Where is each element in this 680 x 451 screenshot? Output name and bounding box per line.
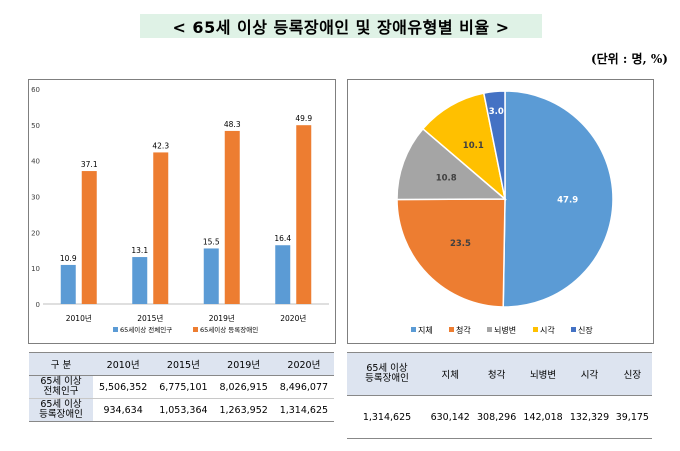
pie-slice — [396, 127, 508, 201]
data-label: 37.1 — [81, 160, 98, 169]
table-cell: 132,329 — [566, 395, 613, 439]
legend-swatch — [113, 327, 118, 332]
table-cell: 142,018 — [519, 395, 567, 439]
table-header-cell: 시각 — [566, 352, 613, 396]
row-header-line: 전체인구 — [43, 386, 79, 397]
legend-label: 시각 — [540, 325, 555, 335]
legend-swatch — [449, 327, 454, 332]
table-cell: 8,026,915 — [213, 375, 274, 399]
table-header-cell: 청각 — [473, 352, 520, 396]
row-header: 65세 이상 전체인구 — [29, 375, 93, 399]
bar-chart-panel: 0 10 20 30 40 50 60 2010년 10.9 37.1 2015년 13.1 42.3 2… — [28, 79, 336, 344]
table-cell: 39,175 — [612, 395, 652, 439]
bar — [60, 264, 76, 304]
table-cell: 630,142 — [427, 395, 474, 439]
pie-value-label: 23.5 — [450, 239, 471, 249]
y-tick-label: 50 — [31, 122, 40, 130]
table-cell: 308,296 — [473, 395, 520, 439]
legend-label: 뇌병변 — [494, 325, 516, 335]
legend-swatch — [533, 327, 538, 332]
pie-slice — [421, 92, 507, 201]
pie-chart: 47.9 23.5 10.8 10.1 3.0 지체 청각 뇌병변 시각 신장 — [396, 90, 614, 335]
pie-value-label: 47.9 — [557, 196, 578, 206]
legend-swatch — [487, 327, 492, 332]
row-header-line: 등록장애인 — [39, 409, 83, 420]
legend-swatch — [411, 327, 416, 332]
table-header-row: 65세 이상 등록장애인 지체 청각 뇌병변 시각 신장 — [347, 352, 652, 396]
table-cell: 1,314,625 — [347, 395, 427, 439]
page-title: < 65세 이상 등록장애인 및 장애유형별 비율 > — [140, 14, 542, 38]
bar — [132, 257, 148, 304]
table-header-cell: 뇌병변 — [519, 352, 567, 396]
header-line: 등록장애인 — [365, 373, 409, 384]
data-label: 48.3 — [224, 120, 241, 129]
table-header-cell: 2010년 — [93, 352, 154, 376]
bar — [81, 171, 97, 304]
unit-label: (단위 : 명, %) — [590, 52, 668, 66]
bar — [296, 125, 312, 304]
table-cell: 934,634 — [93, 398, 154, 422]
table-header-cell: 2015년 — [153, 352, 214, 376]
pie-slice — [502, 90, 614, 308]
y-tick-label: 30 — [31, 194, 40, 202]
data-label: 10.9 — [60, 254, 77, 263]
legend-label: 신장 — [578, 325, 593, 335]
table-cell: 6,775,101 — [153, 375, 214, 399]
x-tick-label: 2019년 — [209, 313, 235, 323]
population-table: 구 분 2010년 2015년 2019년 2020년 65세 이상 전체인구 … — [29, 352, 334, 422]
legend-swatch — [193, 327, 198, 332]
table-header-cell: 65세 이상 등록장애인 — [347, 352, 427, 396]
pie-value-label: 10.1 — [463, 141, 484, 151]
table-header-cell: 지체 — [427, 352, 474, 396]
table-cell: 1,053,364 — [153, 398, 214, 422]
table-cell: 8,496,077 — [273, 375, 334, 399]
pie-chart-panel: 47.9 23.5 10.8 10.1 3.0 지체 청각 뇌병변 시각 신장 — [347, 79, 654, 344]
x-tick-label: 2020년 — [280, 313, 306, 323]
data-label: 15.5 — [203, 237, 220, 246]
table-header-row: 구 분 2010년 2015년 2019년 2020년 — [29, 352, 334, 376]
pie-value-label: 10.8 — [436, 173, 457, 183]
legend-label: 청각 — [456, 325, 471, 335]
data-label: 49.9 — [295, 114, 312, 123]
table-header-cell: 2020년 — [273, 352, 334, 376]
row-header: 65세 이상 등록장애인 — [29, 398, 93, 422]
table-cell: 1,314,625 — [273, 398, 334, 422]
table-header-cell: 2019년 — [213, 352, 274, 376]
legend-label: 지체 — [418, 325, 433, 335]
x-tick-label: 2010년 — [66, 313, 92, 323]
bar-chart: 0 10 20 30 40 50 60 2010년 10.9 37.1 2015년 13.1 42.3 2… — [31, 86, 329, 334]
legend-label: 65세이상 전체인구 — [120, 325, 172, 334]
bar — [275, 245, 291, 304]
disability-type-table: 65세 이상 등록장애인 지체 청각 뇌병변 시각 신장 1,314,625 6… — [347, 352, 652, 439]
x-tick-label: 2015년 — [137, 313, 163, 323]
pie-slice — [396, 198, 506, 308]
row-header-line: 65세 이상 — [40, 376, 82, 388]
y-tick-label: 10 — [31, 265, 40, 273]
y-tick-label: 40 — [31, 158, 40, 166]
table-header-cell: 구 분 — [29, 352, 93, 376]
bar — [224, 130, 240, 304]
row-header-line: 65세 이상 — [40, 399, 82, 411]
data-label: 16.4 — [274, 234, 291, 243]
table-header-cell: 신장 — [612, 352, 652, 396]
pie-value-label: 3.0 — [489, 107, 504, 117]
table-cell: 5,506,352 — [93, 375, 154, 399]
table-row: 65세 이상 등록장애인 934,634 1,053,364 1,263,952… — [29, 398, 334, 422]
data-label: 42.3 — [152, 141, 169, 150]
legend-label: 65세이상 등록장애인 — [200, 325, 258, 334]
y-tick-label: 60 — [31, 86, 40, 94]
table-row: 1,314,625 630,142 308,296 142,018 132,32… — [347, 395, 652, 439]
data-label: 13.1 — [131, 246, 148, 255]
table-row: 65세 이상 전체인구 5,506,352 6,775,101 8,026,91… — [29, 375, 334, 399]
header-line: 65세 이상 — [366, 362, 408, 374]
pie-slice — [482, 90, 506, 200]
y-tick-label: 0 — [36, 301, 40, 309]
bar — [153, 152, 169, 304]
y-tick-label: 20 — [31, 229, 40, 237]
table-cell: 1,263,952 — [213, 398, 274, 422]
bar — [203, 248, 219, 304]
legend-swatch — [571, 327, 576, 332]
